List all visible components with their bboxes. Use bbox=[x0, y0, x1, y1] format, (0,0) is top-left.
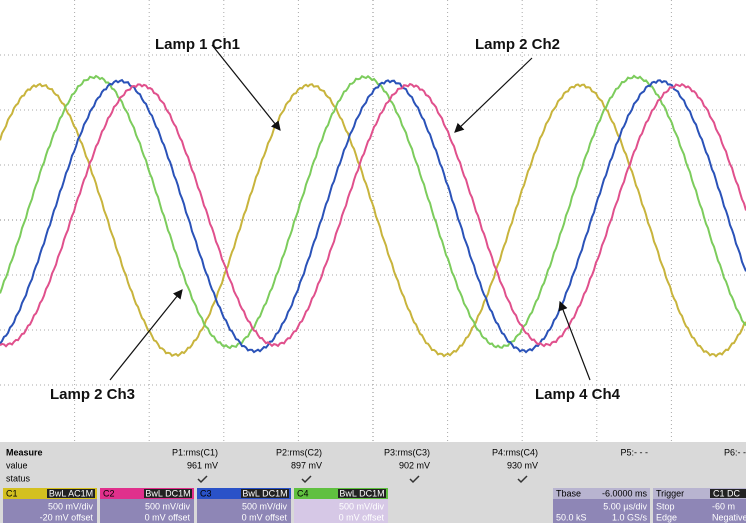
param-name: P6:- - bbox=[724, 447, 746, 457]
param-value: 897 mV bbox=[291, 460, 322, 470]
row-label: status bbox=[6, 473, 31, 483]
annotation: Lamp 1 Ch1 bbox=[155, 36, 240, 53]
channel-coupling: BwL DC1M bbox=[145, 488, 190, 498]
param-name: P5:- - - bbox=[620, 447, 648, 457]
timebase-title: Tbase bbox=[556, 488, 581, 498]
channel-scale: 500 mV/div bbox=[242, 501, 288, 511]
annotation: Lamp 2 Ch2 bbox=[475, 36, 560, 53]
trigger-slope: Negative bbox=[712, 512, 746, 522]
scope-screen: Lamp 1 Ch1 Lamp 2 Ch2 Lamp 2 Ch3 Lamp 4 Ch4… bbox=[0, 0, 746, 523]
channel-name: C3 bbox=[200, 488, 212, 498]
channel-name: C2 bbox=[103, 488, 115, 498]
channel-coupling: BwL DC1M bbox=[242, 488, 287, 498]
timebase-samples: 50.0 kS bbox=[556, 512, 587, 522]
channel-offset: 0 mV offset bbox=[242, 512, 288, 522]
timebase-scale: 5.00 µs/div bbox=[603, 501, 647, 511]
channel-offset: 0 mV offset bbox=[145, 512, 191, 522]
channel-coupling: BwL AC1M bbox=[49, 488, 93, 498]
param-name: P1:rms(C1) bbox=[172, 447, 218, 457]
param-value: 930 mV bbox=[507, 460, 538, 470]
param-name: P4:rms(C4) bbox=[492, 447, 538, 457]
trigger-type: Edge bbox=[656, 512, 677, 522]
channel-offset: 0 mV offset bbox=[339, 512, 385, 522]
channel-coupling: BwL DC1M bbox=[339, 488, 384, 498]
channel-scale: 500 mV/div bbox=[145, 501, 191, 511]
param-name: P3:rms(C3) bbox=[384, 447, 430, 457]
channel-name: C4 bbox=[297, 488, 309, 498]
channel-scale: 500 mV/div bbox=[339, 501, 385, 511]
trigger-mode: Stop bbox=[656, 501, 675, 511]
trigger-level: -60 m bbox=[712, 501, 735, 511]
channel-offset: -20 mV offset bbox=[40, 512, 94, 522]
channel-name: C1 bbox=[6, 488, 18, 498]
param-value: 961 mV bbox=[187, 460, 218, 470]
annotation: Lamp 4 Ch4 bbox=[535, 386, 621, 403]
trigger-source: C1 DC bbox=[713, 488, 741, 498]
param-value: 902 mV bbox=[399, 460, 430, 470]
param-name: P2:rms(C2) bbox=[276, 447, 322, 457]
timebase-delay: -6.0000 ms bbox=[602, 488, 648, 498]
channel-scale: 500 mV/div bbox=[48, 501, 94, 511]
annotation: Lamp 2 Ch3 bbox=[50, 386, 135, 403]
measure-title: Measure bbox=[6, 447, 43, 457]
trigger-title: Trigger bbox=[656, 488, 684, 498]
row-label: value bbox=[6, 460, 28, 470]
timebase-rate: 1.0 GS/s bbox=[612, 512, 648, 522]
